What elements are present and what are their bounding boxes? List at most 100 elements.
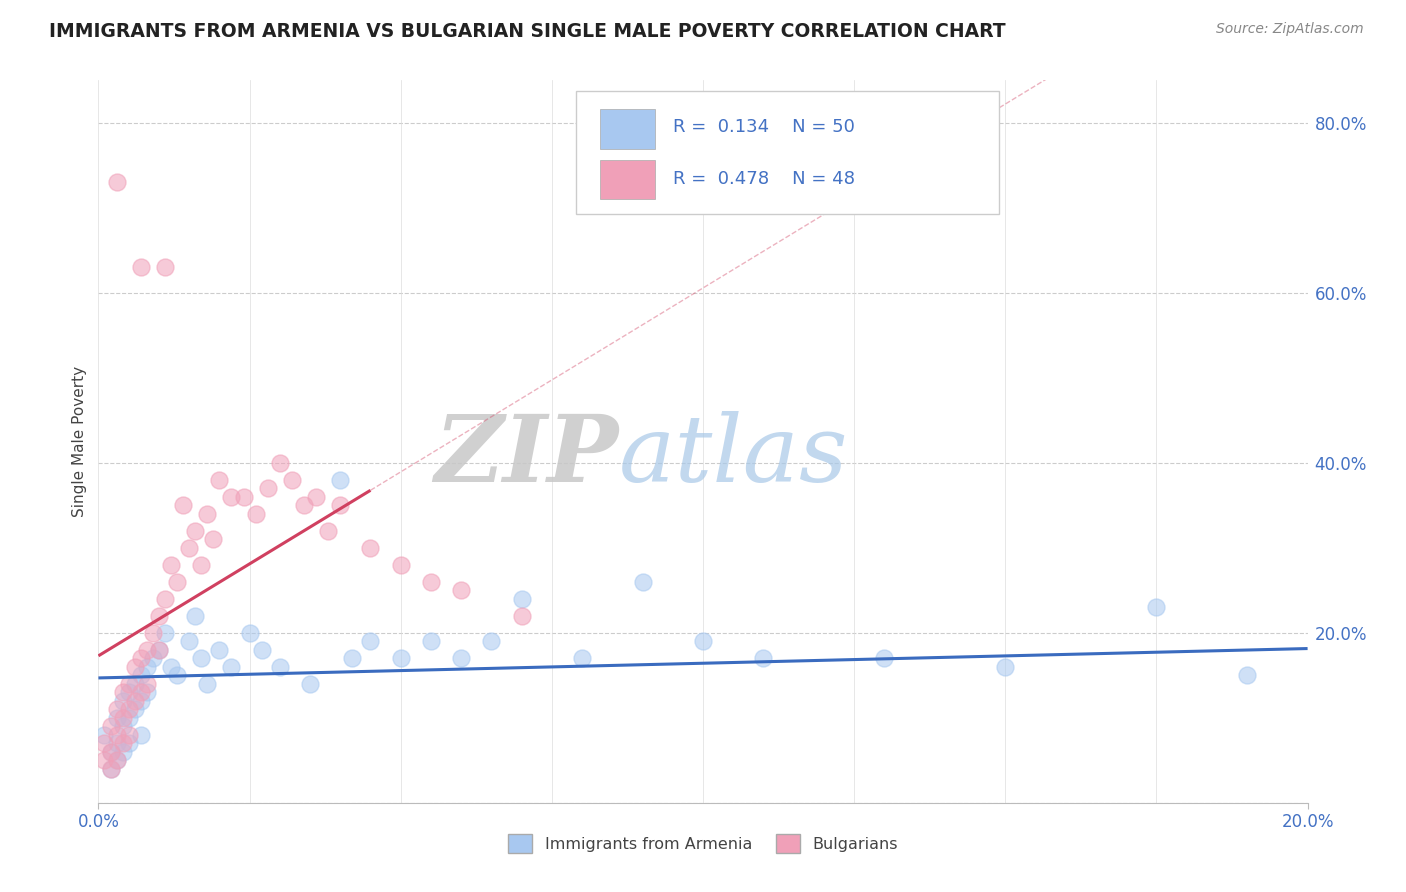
Point	[190, 651, 212, 665]
Point	[292, 498, 315, 512]
Point	[571, 651, 593, 665]
Point	[239, 625, 262, 640]
Point	[135, 677, 157, 691]
Point	[111, 736, 134, 750]
Point	[873, 651, 896, 665]
Point	[129, 651, 152, 665]
Point	[118, 736, 141, 750]
Point	[316, 524, 339, 538]
Point	[124, 702, 146, 716]
Point	[105, 175, 128, 189]
Point	[148, 642, 170, 657]
Point	[166, 668, 188, 682]
Point	[100, 745, 122, 759]
Point	[172, 498, 194, 512]
Point	[105, 728, 128, 742]
Point	[269, 456, 291, 470]
Point	[692, 634, 714, 648]
Point	[510, 591, 533, 606]
Point	[129, 260, 152, 275]
Point	[245, 507, 267, 521]
Point	[100, 762, 122, 776]
Point	[124, 677, 146, 691]
Point	[208, 473, 231, 487]
Point	[281, 473, 304, 487]
Point	[329, 473, 352, 487]
Point	[305, 490, 328, 504]
Point	[111, 685, 134, 699]
Point	[208, 642, 231, 657]
Point	[105, 753, 128, 767]
Point	[360, 634, 382, 648]
Point	[269, 660, 291, 674]
Point	[389, 558, 412, 572]
Point	[135, 642, 157, 657]
Point	[153, 260, 176, 275]
Point	[124, 660, 146, 674]
Y-axis label: Single Male Poverty: Single Male Poverty	[72, 366, 87, 517]
FancyBboxPatch shape	[600, 109, 655, 149]
Point	[148, 608, 170, 623]
Point	[195, 507, 218, 521]
Point	[142, 651, 165, 665]
Point	[221, 490, 243, 504]
Point	[202, 533, 225, 547]
Point	[105, 702, 128, 716]
Point	[105, 711, 128, 725]
Point	[105, 753, 128, 767]
Point	[221, 660, 243, 674]
Point	[118, 711, 141, 725]
Point	[1144, 600, 1167, 615]
Point	[631, 574, 654, 589]
FancyBboxPatch shape	[600, 160, 655, 200]
Point	[118, 677, 141, 691]
Point	[389, 651, 412, 665]
Point	[118, 685, 141, 699]
Legend: Immigrants from Armenia, Bulgarians: Immigrants from Armenia, Bulgarians	[502, 828, 904, 860]
Point	[160, 660, 183, 674]
Point	[360, 541, 382, 555]
Point	[93, 753, 115, 767]
Point	[299, 677, 322, 691]
Point	[142, 625, 165, 640]
Point	[752, 651, 775, 665]
Point	[1236, 668, 1258, 682]
Point	[342, 651, 364, 665]
Text: Source: ZipAtlas.com: Source: ZipAtlas.com	[1216, 22, 1364, 37]
Point	[420, 634, 443, 648]
Point	[129, 694, 152, 708]
Point	[450, 583, 472, 598]
Point	[93, 736, 115, 750]
Point	[153, 625, 176, 640]
Point	[994, 660, 1017, 674]
Point	[111, 711, 134, 725]
Point	[166, 574, 188, 589]
Point	[179, 634, 201, 648]
Point	[190, 558, 212, 572]
Point	[93, 728, 115, 742]
Point	[111, 719, 134, 733]
Point	[184, 524, 207, 538]
Point	[118, 728, 141, 742]
Point	[129, 685, 152, 699]
Text: R =  0.134    N = 50: R = 0.134 N = 50	[673, 119, 855, 136]
Point	[124, 694, 146, 708]
Point	[481, 634, 503, 648]
Point	[135, 660, 157, 674]
FancyBboxPatch shape	[576, 91, 1000, 214]
Text: atlas: atlas	[619, 411, 848, 501]
Point	[111, 694, 134, 708]
Text: ZIP: ZIP	[434, 411, 619, 501]
Point	[420, 574, 443, 589]
Point	[250, 642, 273, 657]
Point	[100, 745, 122, 759]
Point	[256, 481, 278, 495]
Text: R =  0.478    N = 48: R = 0.478 N = 48	[673, 170, 855, 188]
Point	[135, 685, 157, 699]
Point	[160, 558, 183, 572]
Point	[329, 498, 352, 512]
Point	[129, 668, 152, 682]
Point	[118, 702, 141, 716]
Text: IMMIGRANTS FROM ARMENIA VS BULGARIAN SINGLE MALE POVERTY CORRELATION CHART: IMMIGRANTS FROM ARMENIA VS BULGARIAN SIN…	[49, 22, 1005, 41]
Point	[111, 745, 134, 759]
